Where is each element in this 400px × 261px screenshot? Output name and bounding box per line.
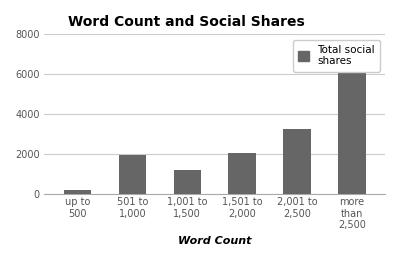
Bar [228, 153, 256, 194]
Bar [174, 170, 201, 194]
Bar [283, 129, 311, 194]
X-axis label: Word Count: Word Count [178, 236, 252, 246]
Bar [119, 156, 146, 194]
Bar [64, 191, 91, 194]
Legend: Total social
shares: Total social shares [293, 40, 380, 72]
Text: Word Count and Social Shares: Word Count and Social Shares [68, 15, 305, 29]
Bar [338, 62, 366, 194]
